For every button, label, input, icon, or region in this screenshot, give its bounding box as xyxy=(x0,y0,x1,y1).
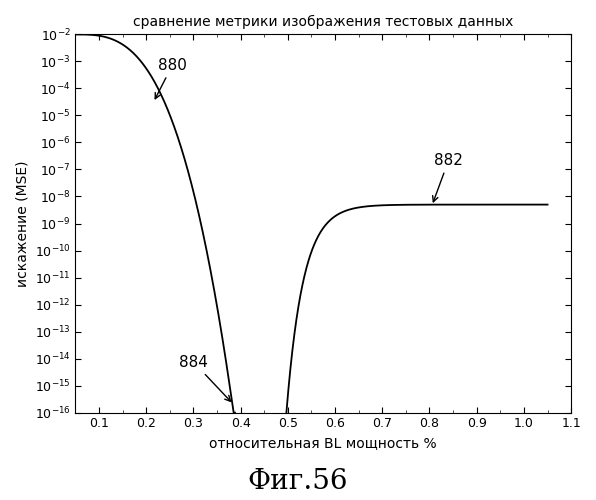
Y-axis label: искажение (MSE): искажение (MSE) xyxy=(15,160,29,287)
Title: сравнение метрики изображения тестовых данных: сравнение метрики изображения тестовых д… xyxy=(133,15,513,29)
Text: 880: 880 xyxy=(155,58,187,98)
Text: 884: 884 xyxy=(179,354,231,402)
Text: Фиг.56: Фиг.56 xyxy=(248,468,348,495)
Text: 882: 882 xyxy=(433,152,463,202)
X-axis label: относительная BL мощность %: относительная BL мощность % xyxy=(209,436,437,450)
